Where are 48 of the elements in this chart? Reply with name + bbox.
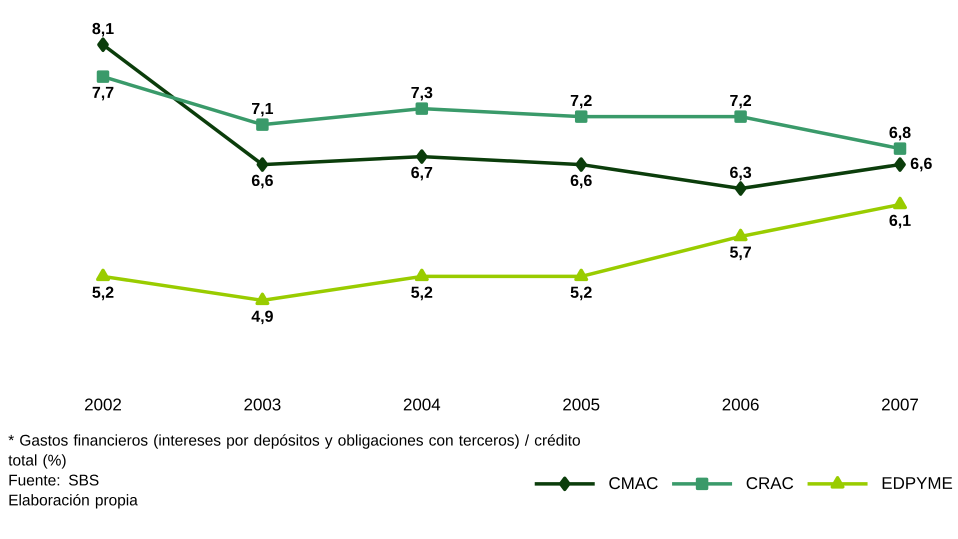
data-label: 5,7 [730, 246, 751, 260]
point [734, 228, 748, 242]
data-label: 7,7 [92, 86, 114, 100]
point [97, 37, 109, 52]
data-label: 4,9 [252, 310, 273, 324]
text: Elaboración propia [9, 494, 138, 509]
x-tick-label: 2005 [563, 398, 600, 411]
point [255, 292, 270, 306]
point [574, 110, 588, 123]
text: * Gastos financieros (intereses por depósitos y obligaciones con terceros) / crédito total (%) [8, 434, 580, 469]
source-note: Fuente: SBS [9, 474, 98, 486]
point [416, 149, 428, 164]
data-label: 7,2 [570, 94, 592, 108]
point [894, 157, 906, 172]
legend-label: EDPYME [882, 477, 952, 489]
point [574, 268, 588, 282]
data-label: 6,6 [910, 158, 932, 172]
x-tick-label: 2006 [722, 398, 759, 411]
point [414, 268, 429, 282]
data-label: 5,2 [570, 286, 592, 300]
data-label: 7,3 [411, 86, 432, 100]
data-label: 6,8 [890, 126, 911, 140]
legend-label: CRAC [746, 477, 794, 490]
data-label: 6,3 [730, 166, 752, 180]
point [734, 181, 746, 196]
point [416, 102, 428, 115]
data-label: 6,7 [411, 166, 432, 180]
x-tick-label: 2004 [404, 398, 440, 411]
point [96, 70, 110, 83]
data-label: 5,2 [411, 286, 432, 300]
point [96, 268, 110, 282]
data-label: 6,6 [570, 174, 592, 188]
point [256, 157, 268, 172]
legend-label: CMAC [609, 477, 658, 490]
data-label: 7,2 [730, 94, 752, 108]
data-label: 7,1 [252, 102, 274, 116]
data-label: 5,2 [92, 286, 114, 300]
data-label: 6,1 [890, 214, 911, 228]
point [256, 118, 269, 131]
x-tick-label: 2003 [244, 398, 280, 411]
data-label: 6,6 [252, 174, 273, 188]
point [575, 157, 588, 172]
x-tick-label: 2007 [882, 398, 918, 411]
data-label: 8,1 [92, 22, 114, 37]
point [734, 110, 747, 123]
x-tick-label: 2002 [85, 398, 121, 411]
point [894, 142, 906, 155]
point [893, 196, 907, 210]
